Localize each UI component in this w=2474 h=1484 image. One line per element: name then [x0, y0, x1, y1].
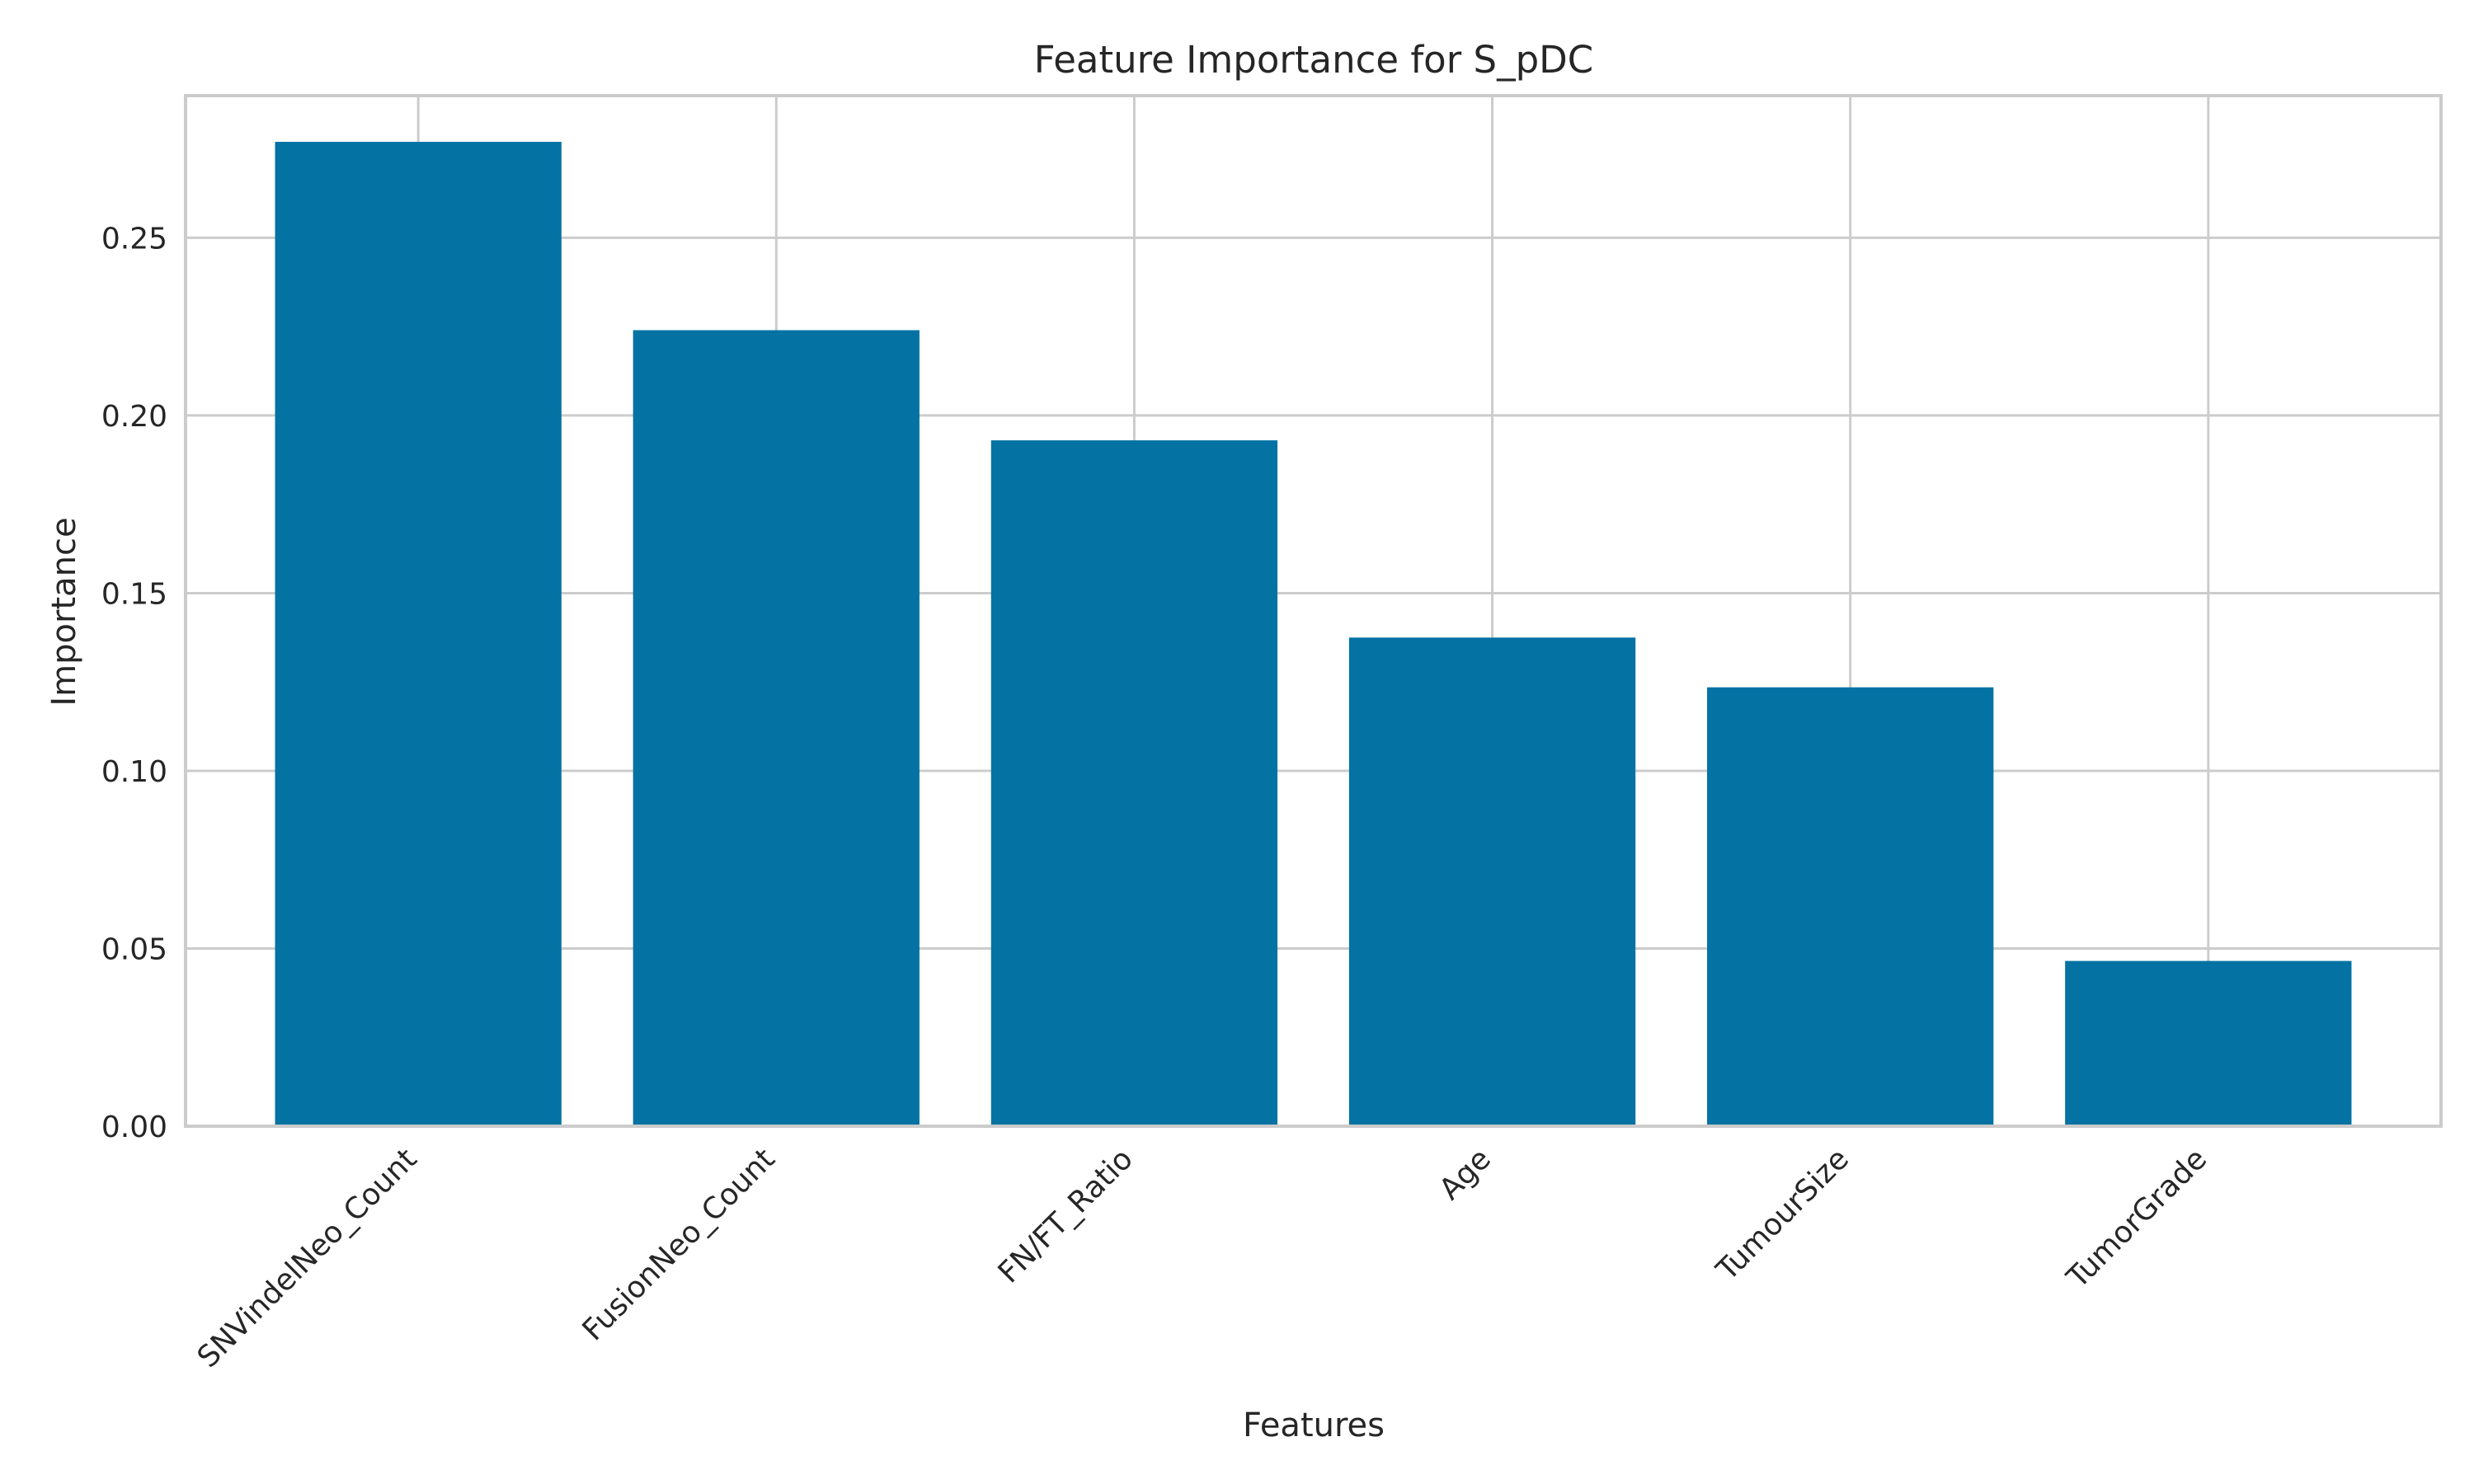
y-tick-label: 0.15 [101, 577, 167, 611]
plot-frame [184, 94, 2443, 1128]
x-axis-label: Features [1243, 1407, 1385, 1444]
y-tick-label: 0.10 [101, 755, 167, 789]
bar [1348, 637, 1636, 1126]
bar [990, 440, 1278, 1126]
y-tick-label: 0.25 [101, 222, 167, 256]
bars [275, 142, 2352, 1127]
chart-title: Feature Importance for S_pDC [1034, 38, 1593, 82]
bar [1707, 687, 1994, 1126]
bar [633, 330, 920, 1126]
bar [2065, 960, 2352, 1126]
y-axis-label: Importance [45, 517, 83, 706]
y-tick-labels: 0.00 0.05 0.10 0.15 0.20 0.25 [101, 222, 167, 1144]
y-tick-label: 0.05 [101, 932, 167, 966]
bar [275, 142, 562, 1127]
y-tick-label: 0.20 [101, 400, 167, 434]
y-tick-label: 0.00 [101, 1111, 167, 1144]
